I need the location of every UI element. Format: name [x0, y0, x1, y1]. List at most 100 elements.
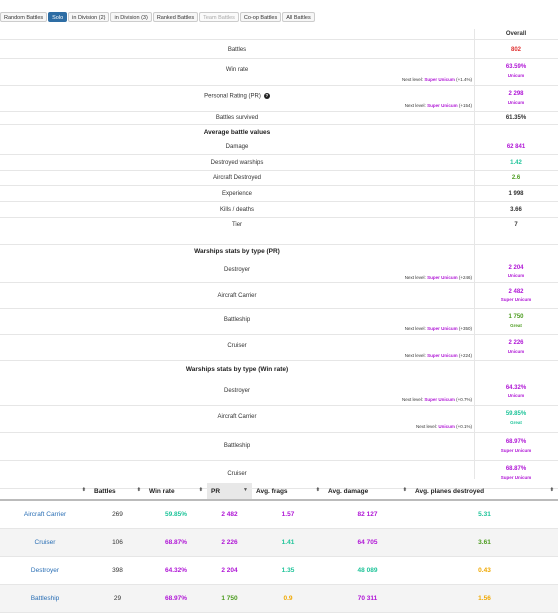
pr-cell: 1 750 [207, 584, 252, 613]
wr-cruiser-value: 68.87% [505, 466, 527, 472]
wr-carrier-value: 59.85% [505, 411, 527, 417]
battle-type-tabs: Random Battles Solo in Division (2) in D… [0, 12, 315, 22]
winrate-row: Win rate 63.59% Unicum Next level: Super… [0, 59, 558, 86]
damage-label: Damage [225, 144, 249, 150]
damage-cell: 48 089 [324, 556, 411, 585]
column-header-label: PR [211, 487, 221, 495]
pr-cruiser-label: Cruiser [227, 343, 247, 349]
overall-header-row: Overall [0, 29, 558, 40]
next-level-delta: (+0.1%) [456, 424, 472, 429]
wr-destroyer-row: Destroyer 64.32% Unicum Next level: Supe… [0, 379, 558, 406]
pr-carrier-row: Aircraft Carrier 2 482 Super Unicum [0, 283, 558, 309]
ship-type-cell[interactable]: Battleship [0, 584, 90, 613]
survived-value: 61.35% [505, 115, 527, 121]
column-header-pr[interactable]: PR ▼ [207, 483, 252, 501]
wr-type-section-title: Warships stats by type (Win rate) [185, 366, 289, 373]
tier-value: 7 [514, 222, 518, 228]
overall-header: Overall [505, 31, 527, 37]
tab-team-battles: Team Battles [199, 12, 239, 22]
battles-cell: 398 [90, 556, 145, 585]
battles-cell: 29 [90, 584, 145, 613]
column-header-label: Avg. damage [328, 487, 369, 495]
survived-row: Battles survived 61.35% [0, 112, 558, 125]
planes-cell: 0.43 [411, 556, 558, 585]
ship-type-cell[interactable]: Aircraft Carrier [0, 500, 90, 529]
aircraft-destroyed-value: 2.6 [511, 175, 521, 181]
sort-desc-icon: ▼ [243, 487, 248, 493]
aircraft-destroyed-row: Aircraft Destroyed 2.6 [0, 171, 558, 186]
column-header-damage[interactable]: Avg. damage ⬍ [324, 483, 411, 501]
column-header-frags[interactable]: Avg. frags ⬍ [252, 483, 324, 501]
wr-battleship-row: Battleship 68.97% Super Unicum [0, 433, 558, 461]
ship-type-cell[interactable]: Destroyer [0, 556, 90, 585]
wr-carrier-rating: Great [510, 420, 522, 425]
pr-row: Personal Rating (PR)? 2 298 Unicum Next … [0, 86, 558, 112]
ship-type-cell[interactable]: Cruiser [0, 528, 90, 557]
pr-destroyer-rating: Unicum [507, 273, 525, 278]
winrate-rating: Unicum [507, 73, 525, 78]
next-level-delta: (+224) [458, 353, 472, 358]
pr-cruiser-value: 2 226 [508, 340, 524, 346]
column-header-name[interactable]: ⬍ [0, 483, 90, 501]
destroyed-warships-value: 1.42 [510, 160, 522, 166]
wr-battleship-value: 68.97% [505, 439, 527, 445]
help-icon[interactable]: ? [263, 93, 270, 99]
wr-destroyer-next-level: Next level: Super Unicum (+0.7%) [402, 397, 472, 402]
winrate-next-level: Next level: Super Unicum (+1.4%) [402, 77, 472, 82]
planes-cell: 1.56 [411, 584, 558, 613]
pr-destroyer-row: Destroyer 2 204 Unicum Next level: Super… [0, 259, 558, 283]
next-level-name: Super Unicum [427, 275, 458, 280]
pr-battleship-label: Battleship [223, 317, 251, 323]
tab-all-battles[interactable]: All Battles [282, 12, 315, 22]
tab-random-battles[interactable]: Random Battles [0, 12, 48, 22]
average-section-title: Average battle values [203, 129, 271, 136]
pr-label-wrap: Personal Rating (PR)? [0, 93, 474, 100]
next-level-delta: (+0.7%) [456, 397, 472, 402]
next-level-delta: (+1.4%) [456, 77, 472, 82]
sort-icon: ⬍ [136, 487, 141, 493]
pr-carrier-value: 2 482 [508, 289, 524, 295]
next-level-name: Super Unicum [424, 77, 455, 82]
experience-value: 1 998 [508, 191, 524, 197]
wr-battleship-rating: Super Unicum [500, 448, 532, 453]
tab-coop-battles[interactable]: Co-op Battles [239, 12, 282, 22]
wr-cruiser-rating: Super Unicum [500, 475, 532, 480]
sort-icon: ⬍ [198, 487, 203, 493]
next-level-prefix: Next level: [404, 326, 426, 331]
damage-cell: 70 311 [324, 584, 411, 613]
pr-cell: 2 226 [207, 528, 252, 557]
wr-destroyer-value: 64.32% [505, 385, 527, 391]
survived-label: Battles survived [215, 115, 259, 121]
wr-carrier-label: Aircraft Carrier [217, 414, 257, 420]
column-header-battles[interactable]: Battles ⬍ [90, 483, 145, 501]
wr-carrier-next-level: Next level: Unicum (+0.1%) [416, 424, 472, 429]
damage-cell: 82 127 [324, 500, 411, 529]
table-row: Destroyer 398 64.32% 2 204 1.35 48 089 0.43 [0, 556, 558, 585]
pr-battleship-value: 1 750 [508, 314, 524, 320]
tier-row: Tier 7 [0, 218, 558, 245]
tab-solo[interactable]: Solo [48, 12, 68, 22]
pr-battleship-row: Battleship 1 750 Great Next level: Super… [0, 309, 558, 335]
damage-cell: 64 705 [324, 528, 411, 557]
experience-row: Experience 1 998 [0, 186, 558, 202]
next-level-delta: (+154) [458, 103, 472, 108]
planes-cell: 3.61 [411, 528, 558, 557]
tab-division-3[interactable]: in Division (3) [110, 12, 152, 22]
tier-label: Tier [231, 222, 243, 228]
tab-division-2[interactable]: in Division (2) [68, 12, 110, 22]
frags-cell: 1.57 [252, 500, 324, 529]
column-header-winrate[interactable]: Win rate ⬍ [145, 483, 207, 501]
average-section-header: Average battle values [0, 125, 558, 139]
kd-label: Kills / deaths [219, 207, 255, 213]
winrate-cell: 68.87% [145, 528, 207, 557]
destroyed-warships-label: Destroyed warships [210, 160, 264, 166]
tab-ranked-battles[interactable]: Ranked Battles [152, 12, 199, 22]
column-header-planes[interactable]: Avg. planes destroyed ⬍ [411, 483, 558, 501]
table-header-row: ⬍ Battles ⬍ Win rate ⬍ PR ▼ Avg. frags ⬍ Avg… [0, 483, 558, 501]
next-level-delta: (+350) [458, 326, 472, 331]
next-level-prefix: Next level: [416, 424, 438, 429]
next-level-prefix: Next level: [404, 103, 426, 108]
pr-next-level: Next level: Super Unicum (+154) [405, 103, 472, 108]
wr-battleship-label: Battleship [223, 443, 251, 449]
table-row: Aircraft Carrier 269 59.85% 2 482 1.57 82 127… [0, 500, 558, 529]
